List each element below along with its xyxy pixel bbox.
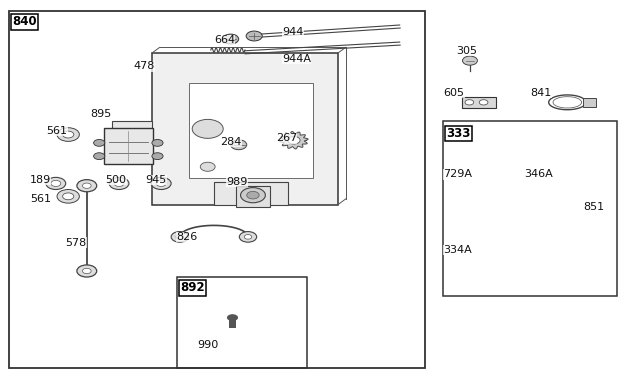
Circle shape xyxy=(241,188,265,203)
Text: 989: 989 xyxy=(226,177,247,187)
Circle shape xyxy=(231,140,247,150)
Bar xyxy=(453,233,505,279)
Text: 841: 841 xyxy=(530,88,551,98)
Circle shape xyxy=(215,310,250,331)
Text: 605: 605 xyxy=(443,88,464,98)
Circle shape xyxy=(223,34,239,44)
Circle shape xyxy=(200,162,215,171)
Circle shape xyxy=(94,153,105,160)
Circle shape xyxy=(454,249,463,255)
Text: 189: 189 xyxy=(30,175,51,185)
Text: 944A: 944A xyxy=(282,54,311,64)
Circle shape xyxy=(152,139,163,146)
Bar xyxy=(462,97,496,108)
Circle shape xyxy=(63,131,74,138)
Circle shape xyxy=(538,181,554,191)
Circle shape xyxy=(151,177,171,190)
Text: 284: 284 xyxy=(220,137,241,147)
Circle shape xyxy=(473,226,484,233)
Text: 945: 945 xyxy=(146,175,167,185)
Text: 305: 305 xyxy=(456,46,477,56)
Circle shape xyxy=(57,128,79,141)
Text: ereplacementparts.com: ereplacementparts.com xyxy=(160,196,268,205)
Bar xyxy=(189,83,313,178)
Text: 990: 990 xyxy=(197,340,218,350)
Polygon shape xyxy=(280,132,308,149)
Text: 561: 561 xyxy=(46,126,68,136)
Circle shape xyxy=(156,180,166,186)
Circle shape xyxy=(114,180,124,186)
Circle shape xyxy=(512,210,524,218)
Circle shape xyxy=(152,153,163,160)
Bar xyxy=(104,128,153,164)
Circle shape xyxy=(247,191,259,199)
Text: 346A: 346A xyxy=(524,169,552,179)
Circle shape xyxy=(479,100,488,105)
Text: 333: 333 xyxy=(446,127,471,140)
Circle shape xyxy=(454,265,463,270)
Bar xyxy=(583,98,596,107)
Text: 500: 500 xyxy=(105,175,126,185)
Bar xyxy=(112,121,152,152)
Text: 267: 267 xyxy=(276,133,297,143)
Circle shape xyxy=(63,193,74,200)
Circle shape xyxy=(244,235,252,239)
Bar xyxy=(448,182,471,190)
Bar xyxy=(177,277,307,368)
Bar xyxy=(9,11,425,368)
Text: 578: 578 xyxy=(65,238,86,247)
Circle shape xyxy=(82,183,91,188)
Circle shape xyxy=(94,139,105,146)
Text: 826: 826 xyxy=(177,232,198,242)
Text: 851: 851 xyxy=(583,202,604,211)
Circle shape xyxy=(206,304,259,336)
Text: 664: 664 xyxy=(214,35,235,45)
Bar xyxy=(456,235,502,277)
Circle shape xyxy=(239,232,257,242)
Text: 892: 892 xyxy=(180,281,205,294)
Circle shape xyxy=(465,100,474,105)
Circle shape xyxy=(488,226,499,233)
Circle shape xyxy=(171,232,188,242)
Bar xyxy=(505,262,515,273)
Text: 729A: 729A xyxy=(443,169,472,179)
Circle shape xyxy=(109,177,129,190)
Circle shape xyxy=(51,180,61,186)
Circle shape xyxy=(451,245,467,255)
Circle shape xyxy=(82,268,91,274)
Circle shape xyxy=(57,190,79,203)
Text: 334A: 334A xyxy=(443,245,472,255)
Circle shape xyxy=(176,235,184,239)
Text: 895: 895 xyxy=(90,109,111,119)
Text: 478: 478 xyxy=(133,61,154,71)
Circle shape xyxy=(458,226,469,233)
Circle shape xyxy=(288,136,300,144)
Bar xyxy=(443,121,617,296)
Bar xyxy=(236,186,270,207)
Circle shape xyxy=(246,31,262,41)
Bar xyxy=(443,262,453,273)
Text: 561: 561 xyxy=(30,194,51,204)
Circle shape xyxy=(454,238,463,243)
Circle shape xyxy=(227,314,238,321)
Bar xyxy=(214,182,288,205)
Circle shape xyxy=(192,119,223,138)
Circle shape xyxy=(46,177,66,190)
Text: 944: 944 xyxy=(282,27,303,37)
Text: 840: 840 xyxy=(12,15,37,28)
Circle shape xyxy=(77,180,97,192)
Bar xyxy=(229,317,236,328)
Circle shape xyxy=(463,56,477,65)
Circle shape xyxy=(77,265,97,277)
Bar xyxy=(152,53,338,205)
